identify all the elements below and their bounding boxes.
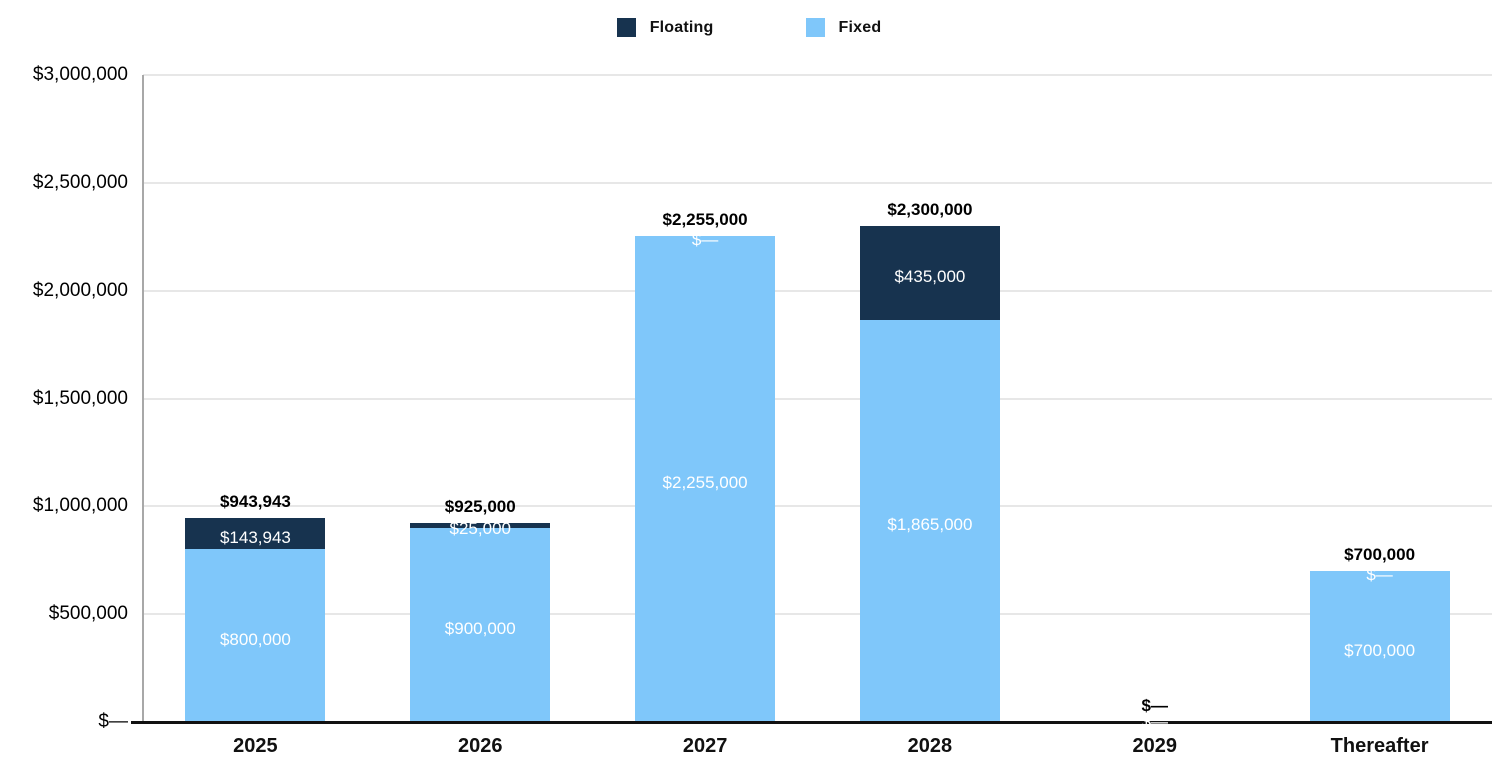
y-axis-tick-label: $2,500,000 [32, 171, 128, 193]
segment-value-label-fixed: $— [1141, 712, 1168, 731]
segment-value-label-floating: $25,000 [449, 519, 511, 539]
legend-label-fixed: Fixed [838, 18, 882, 36]
x-axis-category-label: 2025 [233, 735, 278, 757]
y-axis-tick-label: $500,000 [48, 603, 128, 625]
segment-value-label-floating: $— [1366, 565, 1393, 585]
segment-value-label-floating: $143,943 [219, 527, 291, 547]
y-axis-tick-label: $1,500,000 [32, 387, 128, 409]
bar-segment-fixed-2025 [185, 549, 326, 722]
bar-total-label: $943,943 [219, 492, 291, 512]
x-axis-category-label: 2027 [682, 735, 728, 757]
legend-item-floating: Floating [616, 18, 714, 37]
bar-segment-fixed-2026 [410, 527, 551, 722]
bar-total-label: $700,000 [1344, 545, 1416, 565]
bar-total-label: $— [1141, 696, 1168, 715]
gridline [143, 397, 1492, 400]
bar-total-label: $2,255,000 [662, 209, 748, 229]
gridline [143, 181, 1492, 184]
segment-value-label-fixed: $700,000 [1344, 640, 1416, 660]
gridline [143, 505, 1492, 508]
legend-label-floating: Floating [649, 18, 714, 36]
segment-value-label-fixed: $1,865,000 [887, 514, 973, 534]
bar-segment-fixed-Thereafter [1309, 571, 1450, 722]
y-axis-tick-label: $2,000,000 [32, 279, 128, 301]
chart-legend: Floating Fixed [0, 18, 1498, 37]
segment-value-label-fixed: $800,000 [219, 629, 291, 649]
segment-value-label-fixed: $900,000 [444, 618, 516, 638]
segment-value-label-fixed: $2,255,000 [662, 472, 748, 492]
gridline [143, 613, 1492, 616]
segment-value-label-floating: $435,000 [894, 266, 966, 286]
segment-value-label-floating: $— [691, 229, 719, 249]
bar-segment-fixed-2028 [859, 319, 1000, 722]
x-axis-category-label: 2028 [907, 735, 953, 757]
bar-segment-floating-2026 [410, 522, 551, 528]
bar-total-label: $2,300,000 [887, 199, 973, 219]
legend-item-fixed: Fixed [805, 18, 882, 37]
y-axis-tick-label: $3,000,000 [32, 64, 128, 85]
bar-segment-floating-2025 [185, 518, 326, 550]
segment-value-label-floating: $— [1141, 712, 1168, 731]
gridline [143, 74, 1492, 76]
x-axis-line [131, 721, 1492, 724]
y-axis-tick-label: $— [98, 711, 128, 732]
x-axis-category-label: 2026 [458, 735, 503, 757]
bar-segment-floating-2028 [859, 225, 1000, 320]
gridline [143, 289, 1492, 292]
floating-legend-swatch-icon [616, 18, 636, 37]
y-axis-tick-label: $1,000,000 [32, 495, 128, 517]
bar-segment-fixed-2027 [635, 235, 776, 722]
y-axis-line [142, 75, 144, 722]
bar-total-label: $925,000 [444, 496, 516, 516]
x-axis-category-label: Thereafter [1330, 735, 1429, 757]
x-axis-category-label: 2029 [1132, 735, 1178, 757]
fixed-legend-swatch-icon [805, 18, 825, 37]
